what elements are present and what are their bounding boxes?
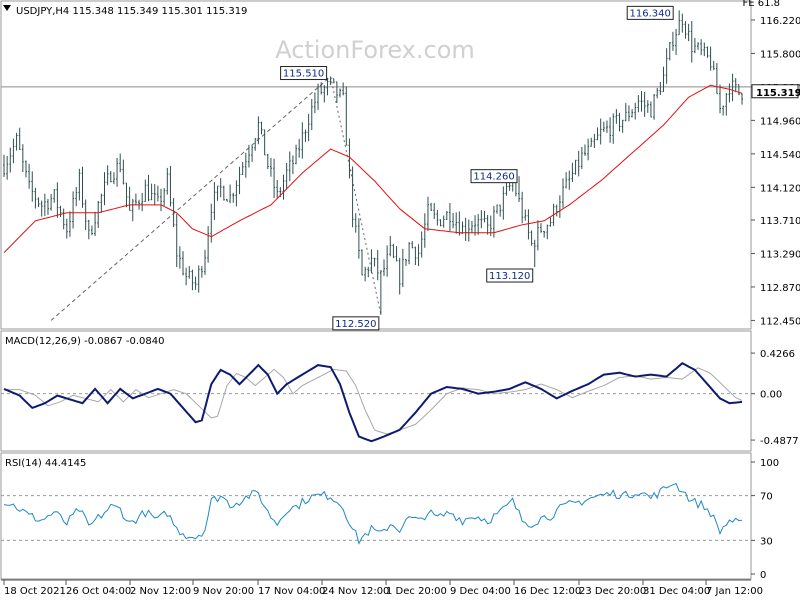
price-tick-label: 112.450 xyxy=(760,316,800,327)
macd-header: MACD(12,26,9) -0.0867 -0.0840 xyxy=(5,336,165,347)
rsi-line xyxy=(1,482,751,545)
price-tick-label: 114.120 xyxy=(760,183,800,194)
macd-tick-label: 0.00 xyxy=(760,390,782,401)
price-tick-label: 114.960 xyxy=(760,116,800,127)
price-annotation-box xyxy=(626,5,674,20)
trendline xyxy=(50,76,331,321)
time-tick-label: 26 Oct 04:00 xyxy=(66,586,131,597)
rsi-panel-border xyxy=(0,452,752,580)
price-annotation-box xyxy=(470,169,518,184)
collapse-triangle-icon[interactable] xyxy=(3,5,11,11)
price-drawings xyxy=(1,76,751,321)
price-annotation-label: 113.120 xyxy=(489,271,530,282)
time-tick-label: 18 Oct 2021 xyxy=(4,586,66,597)
time-tick-label: 24 Nov 12:00 xyxy=(322,586,389,597)
last-price-label: 115.319 xyxy=(756,88,800,99)
moving-average xyxy=(3,84,743,254)
time-tick-label: 9 Nov 20:00 xyxy=(193,586,254,597)
rsi-line xyxy=(3,482,743,545)
rsi-header: RSI(14) 44.4145 xyxy=(5,458,86,469)
time-tick-label: 17 Nov 04:00 xyxy=(258,586,325,597)
time-tick-label: 23 Dec 20:00 xyxy=(579,586,646,597)
watermark: ActionForex.com xyxy=(275,36,475,64)
price-tick-label: 112.870 xyxy=(760,283,800,294)
price-annotation-box xyxy=(332,316,380,331)
time-tick-label: 1 Dec 20:00 xyxy=(386,586,447,597)
time-tick-label: 2 Nov 12:00 xyxy=(130,586,191,597)
price-annotations: 116.340 115.510 114.260 113.120 112.520 115.3… xyxy=(280,5,800,331)
price-panel: ActionForex.com FE 61.8 USDJPY,H4 115.34… xyxy=(0,0,800,331)
price-axis: 116.220115.800115.380114.960114.540114.1… xyxy=(751,16,800,327)
price-annotation-box xyxy=(280,66,328,81)
time-tick-label: 7 Jan 12:00 xyxy=(706,586,763,597)
price-annotation-label: 112.520 xyxy=(335,319,376,330)
rsi-tick-label: 30 xyxy=(760,536,773,547)
price-tick-label: 113.710 xyxy=(760,216,800,227)
moving-average-line xyxy=(3,84,743,254)
macd-panel: MACD(12,26,9) -0.0867 -0.0840 0.4266 0.00… xyxy=(0,330,799,452)
macd-axis: 0.4266 0.00 -0.4877 xyxy=(751,349,799,447)
time-tick-label: 16 Dec 12:00 xyxy=(514,586,581,597)
time-tick-label: 9 Dec 04:00 xyxy=(450,586,511,597)
macd-tick-label: 0.4266 xyxy=(760,349,795,360)
price-annotation-label: 116.340 xyxy=(630,8,671,19)
rsi-tick-label: 0 xyxy=(760,570,766,581)
rsi-axis: 100 70 30 0 xyxy=(751,458,779,581)
price-annotation-label: 115.510 xyxy=(283,69,324,80)
macd-lines xyxy=(1,361,751,443)
price-candles xyxy=(3,10,743,315)
time-axis: 18 Oct 2021 26 Oct 04:002 Nov 12:00 9 Nov … xyxy=(1,579,763,597)
macd-main-line xyxy=(3,361,743,443)
fib-dotted-line xyxy=(330,76,382,315)
price-tick-label: 113.290 xyxy=(760,249,800,260)
price-header: USDJPY,H4 115.348 115.349 115.301 115.31… xyxy=(16,6,247,17)
rsi-panel: RSI(14) 44.4145 100 70 30 0 xyxy=(0,452,779,581)
macd-tick-label: -0.4877 xyxy=(760,436,799,447)
macd-signal-line xyxy=(4,367,743,435)
time-tick-label: 31 Dec 04:00 xyxy=(643,586,710,597)
rsi-tick-label: 70 xyxy=(760,492,773,503)
rsi-tick-label: 100 xyxy=(760,458,779,469)
price-tick-label: 116.220 xyxy=(760,16,800,27)
price-panel-border xyxy=(0,0,752,330)
macd-panel-border xyxy=(0,330,752,452)
fe-label: FE 61.8 xyxy=(742,0,780,9)
price-tick-label: 114.540 xyxy=(760,150,800,161)
price-annotation-label: 114.260 xyxy=(473,172,514,183)
price-annotation-box xyxy=(486,268,534,283)
last-price-box xyxy=(751,84,799,99)
price-tick-label: 115.800 xyxy=(760,49,800,60)
